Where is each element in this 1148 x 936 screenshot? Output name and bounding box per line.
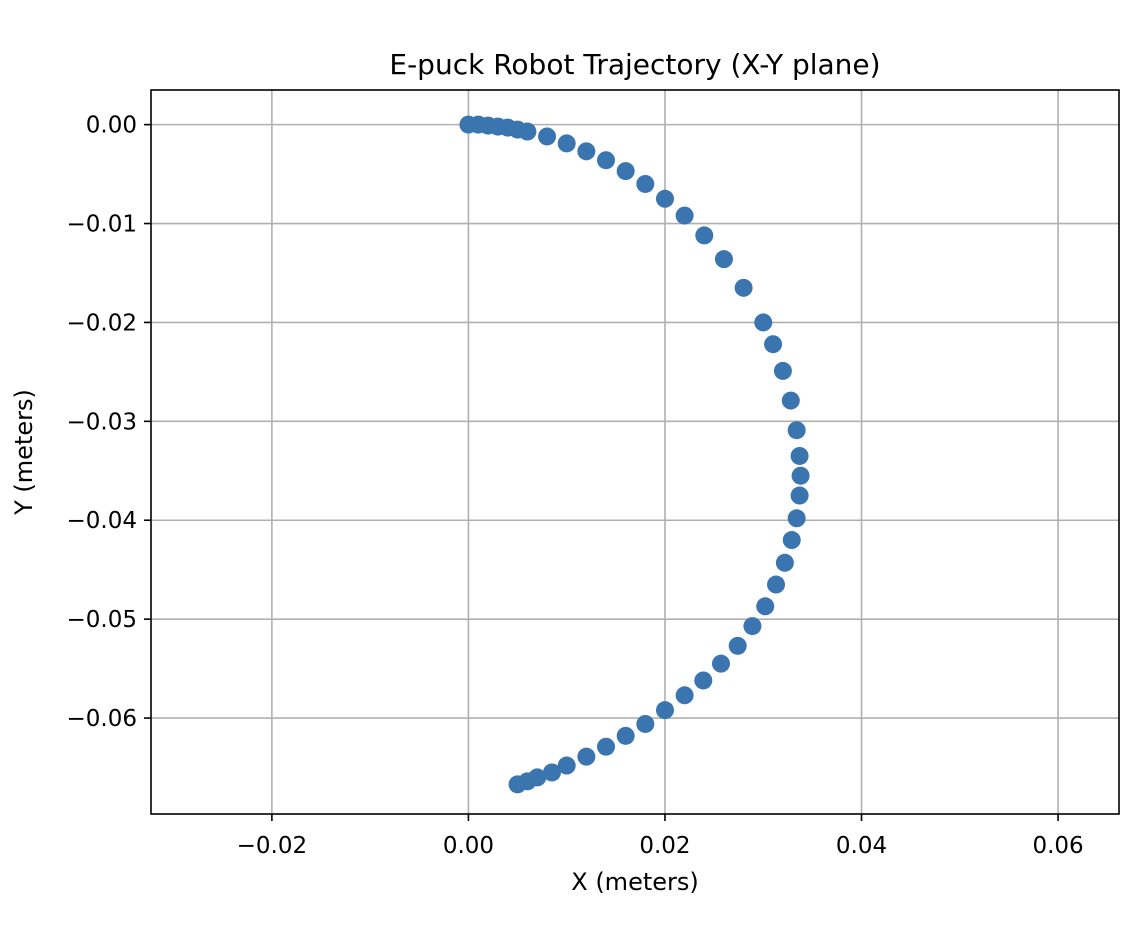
y-tick-label: −0.04 [67,508,137,534]
x-tick-label: −0.02 [237,833,307,859]
trajectory-point [655,701,674,720]
y-tick-label: −0.05 [67,607,137,633]
trajectory-point [636,714,655,733]
trajectory-point [695,226,714,245]
trajectory-point [775,553,794,572]
trajectory-point [782,531,801,550]
trajectory-point [790,486,809,505]
chart-title: E-puck Robot Trajectory (X-Y plane) [389,48,880,81]
trajectory-point [597,151,616,170]
x-axis-label: X (meters) [571,868,699,896]
y-axis-label: Y (meters) [10,389,38,516]
trajectory-point [728,636,747,655]
trajectory-point [773,361,792,380]
trajectory-point [577,747,596,766]
trajectory-point [734,278,753,297]
trajectory-point [714,250,733,269]
x-tick-label: 0.04 [836,833,887,859]
x-tick-label: 0.06 [1032,833,1083,859]
trajectory-point [675,686,694,705]
ticks: −0.02 0.00 0.02 0.04 0.06 0.00 −0.01 −0.02 −0.03… [67,113,1084,859]
trajectory-point [542,763,561,782]
trajectory-point [636,174,655,193]
trajectory-point [518,122,537,141]
y-tick-label: 0.00 [86,113,137,139]
trajectory-point [655,189,674,208]
grid [151,90,1119,814]
y-tick-label: −0.02 [67,310,137,336]
trajectory-point [577,142,596,161]
trajectory-point [781,391,800,410]
trajectory-point [754,313,773,332]
trajectory-point [787,509,806,528]
trajectory-point [791,466,810,485]
trajectory-point [756,597,775,616]
trajectory-point [767,575,786,594]
trajectory-point [711,654,730,673]
trajectory-point [743,617,762,636]
y-tick-label: −0.03 [67,409,137,435]
plot-frame [150,89,1120,815]
trajectory-point [508,775,527,794]
y-tick-label: −0.06 [67,706,137,732]
trajectory-point [616,726,635,745]
trajectory-point [557,134,576,153]
trajectory-point [538,127,557,146]
y-tick-label: −0.01 [67,212,137,238]
trajectory-point [764,335,783,354]
trajectory-point [616,162,635,181]
trajectory-point [597,737,616,756]
x-tick-label: 0.02 [639,833,690,859]
trajectory-point [790,446,809,465]
trajectory-point [787,421,806,440]
trajectory-point [675,206,694,225]
trajectory-point [557,756,576,775]
x-tick-label: 0.00 [443,833,494,859]
trajectory-point [694,671,713,690]
trajectory-series [459,115,810,794]
